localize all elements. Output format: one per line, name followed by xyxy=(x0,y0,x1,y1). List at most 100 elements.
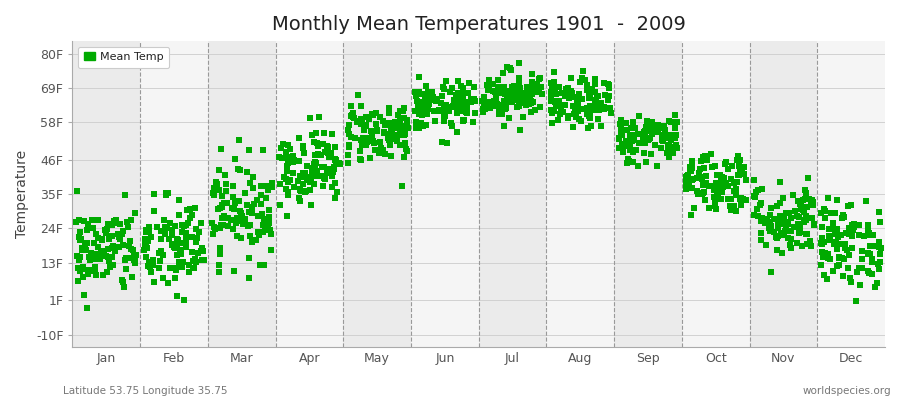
Point xyxy=(698,197,712,204)
Point xyxy=(476,100,491,106)
Point xyxy=(429,96,444,102)
Point xyxy=(554,110,568,117)
Point xyxy=(213,245,228,251)
Point xyxy=(814,235,829,242)
Point xyxy=(545,110,560,116)
Point xyxy=(580,111,595,117)
Point xyxy=(529,89,544,95)
Point xyxy=(365,112,380,118)
Point xyxy=(99,252,113,259)
Point xyxy=(167,265,182,271)
Point xyxy=(643,134,657,141)
Point xyxy=(71,265,86,271)
Point xyxy=(716,179,730,185)
Point xyxy=(524,100,538,106)
Point xyxy=(77,291,92,298)
Point xyxy=(292,195,307,201)
Point xyxy=(248,237,263,244)
Point xyxy=(498,90,512,96)
Point xyxy=(157,216,171,223)
Point xyxy=(491,111,506,117)
Point xyxy=(768,216,782,222)
Point xyxy=(694,158,708,164)
Point xyxy=(141,238,156,244)
Point xyxy=(592,106,607,113)
Point xyxy=(281,142,295,148)
Point xyxy=(527,106,542,113)
Point xyxy=(436,84,450,90)
Point xyxy=(614,117,628,123)
Point xyxy=(654,125,669,132)
Point xyxy=(814,249,829,255)
Point xyxy=(770,235,784,242)
Point xyxy=(555,108,570,115)
Point xyxy=(777,232,791,238)
Point xyxy=(119,255,133,261)
Point xyxy=(488,88,502,95)
Point xyxy=(392,112,406,118)
Point xyxy=(234,210,248,217)
Point xyxy=(754,230,769,237)
Point xyxy=(415,98,429,105)
Point xyxy=(545,85,560,92)
Point xyxy=(418,94,432,101)
Point xyxy=(615,141,629,148)
Point xyxy=(454,90,468,96)
Point xyxy=(679,186,693,192)
Point xyxy=(601,96,616,102)
Point xyxy=(232,137,247,143)
Point xyxy=(567,111,581,117)
Point xyxy=(863,231,878,238)
Point xyxy=(591,103,606,110)
Point xyxy=(679,182,693,188)
Point xyxy=(445,85,459,91)
Point xyxy=(287,157,302,163)
Point xyxy=(561,85,575,92)
Point xyxy=(364,111,379,117)
Point xyxy=(527,107,542,114)
Point xyxy=(654,133,669,140)
Point xyxy=(298,170,312,176)
Point xyxy=(168,223,183,229)
Point xyxy=(616,128,630,134)
Point xyxy=(727,203,742,210)
Point xyxy=(821,251,835,258)
Point xyxy=(767,216,781,222)
Point xyxy=(118,192,132,198)
Point xyxy=(511,74,526,81)
Point xyxy=(838,245,852,252)
Point xyxy=(297,150,311,156)
Point xyxy=(806,222,821,228)
Point xyxy=(520,84,535,91)
Point xyxy=(584,122,598,129)
Point xyxy=(792,228,806,235)
Point xyxy=(626,119,640,126)
Point xyxy=(345,113,359,120)
Point xyxy=(846,226,860,233)
Point xyxy=(262,214,276,221)
Point xyxy=(828,231,842,237)
Point xyxy=(508,94,523,100)
Point xyxy=(185,212,200,218)
Point xyxy=(663,118,678,125)
Point xyxy=(590,104,604,110)
Point xyxy=(588,97,602,103)
Point xyxy=(386,131,400,138)
Point xyxy=(368,121,382,128)
Point xyxy=(281,179,295,185)
Point xyxy=(588,75,602,82)
Point xyxy=(124,246,139,253)
Point xyxy=(570,108,584,114)
Point xyxy=(142,224,157,230)
Point xyxy=(580,87,594,93)
Point xyxy=(733,157,747,163)
Point xyxy=(647,124,662,131)
Point xyxy=(798,216,813,223)
Point xyxy=(212,225,227,231)
Point xyxy=(225,226,239,232)
Point xyxy=(138,236,152,242)
Point xyxy=(763,228,778,234)
Point xyxy=(420,89,435,95)
Point xyxy=(171,258,185,265)
Point xyxy=(95,237,110,244)
